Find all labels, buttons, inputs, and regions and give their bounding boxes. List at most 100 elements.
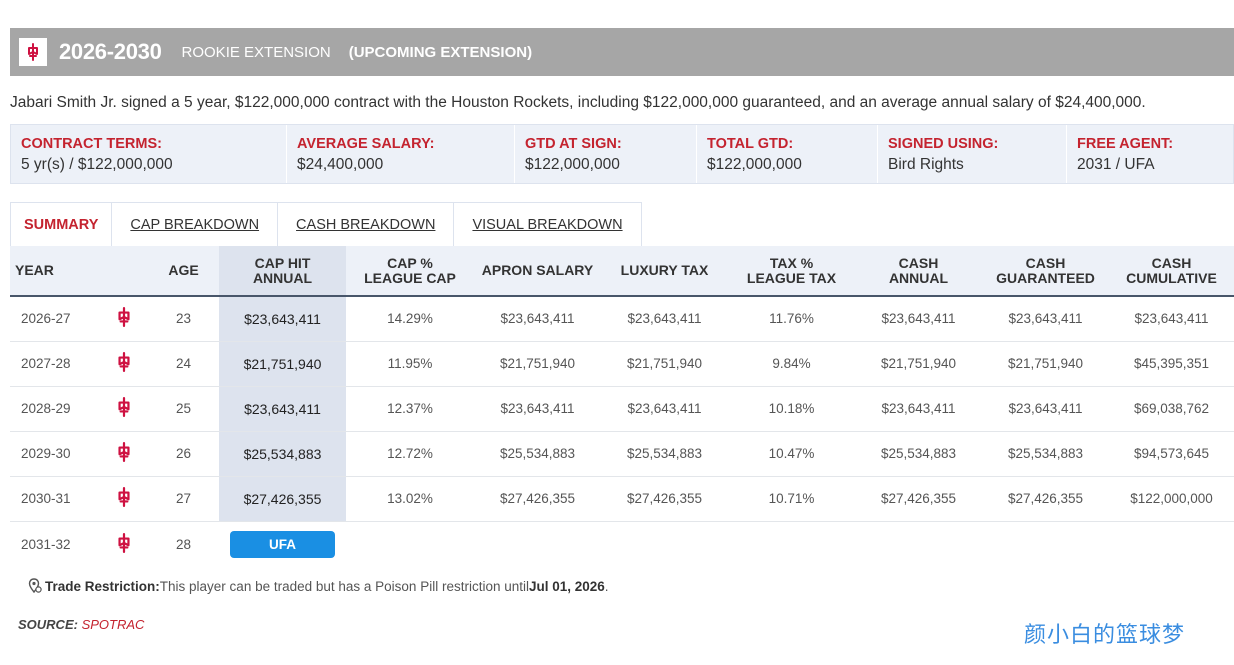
col-header-luxury-tax[interactable]: LUXURY TAX <box>601 246 728 297</box>
cell-cap-pct: 12.72% <box>346 431 474 477</box>
tab-cap-breakdown[interactable]: CAP BREAKDOWN <box>112 203 279 246</box>
cell-tax-pct: 10.71% <box>728 476 855 522</box>
cell-cash-gtd: $27,426,355 <box>982 476 1109 522</box>
cell-cash-annual: $21,751,940 <box>855 341 982 387</box>
cell-cash-cum: $23,643,411 <box>1109 296 1234 342</box>
col-header-line: CASH <box>1025 254 1066 271</box>
cell-age: 27 <box>148 476 219 522</box>
cell-cap-hit: $21,751,940 <box>219 341 346 387</box>
table-row: 2026-27 23 $23,643,411 14.29% $23,643,411 $23… <box>10 296 1234 342</box>
rockets-logo-icon <box>100 521 148 567</box>
location-pin-icon <box>28 578 42 594</box>
cell-apron: $21,751,940 <box>474 341 601 387</box>
source-credit: SOURCE: SPOTRAC <box>18 617 144 632</box>
table-row: 2029-30 26 $25,534,883 12.72% $25,534,883 $25… <box>10 431 1234 477</box>
col-header-cap-hit[interactable]: CAP HIT ANNUAL <box>219 246 346 297</box>
cell-year: 2028-29 <box>10 386 100 432</box>
cell-age: 23 <box>148 296 219 342</box>
cell-cap-hit: $23,643,411 <box>219 386 346 432</box>
table-row: 2028-29 25 $23,643,411 12.37% $23,643,411 $23… <box>10 386 1234 432</box>
contract-note: (UPCOMING EXTENSION) <box>348 43 533 61</box>
term-label: AVERAGE SALARY: <box>297 136 435 152</box>
cell-cap-pct: 12.37% <box>346 386 474 432</box>
cell-cash-gtd: $23,643,411 <box>982 386 1109 432</box>
term-contract-terms: CONTRACT TERMS: 5 yr(s) / $122,000,000 <box>11 125 287 183</box>
contract-type: ROOKIE EXTENSION <box>181 43 331 61</box>
cell-cash-cum: $69,038,762 <box>1109 386 1234 432</box>
tab-visual-breakdown[interactable]: VISUAL BREAKDOWN <box>472 216 623 233</box>
cell-tax-pct: 9.84% <box>728 341 855 387</box>
cell-year: 2029-30 <box>10 431 100 477</box>
rockets-logo-icon <box>100 386 148 432</box>
term-label: CONTRACT TERMS: <box>21 136 162 152</box>
rockets-logo-icon <box>100 431 148 477</box>
cell-year: 2027-28 <box>10 341 100 387</box>
term-signed-using: SIGNED USING: Bird Rights <box>878 125 1067 183</box>
contract-summary: Jabari Smith Jr. signed a 5 year, $122,0… <box>10 94 1146 111</box>
table-header-row: YEAR AGE CAP HIT ANNUAL CAP % LEAGUE CAP A… <box>10 246 1234 297</box>
cell-cash-annual: $23,643,411 <box>855 296 982 342</box>
col-header-line: CAP HIT <box>254 254 311 271</box>
term-total-gtd: TOTAL GTD: $122,000,000 <box>697 125 878 183</box>
col-header-line: LEAGUE CAP <box>364 269 456 286</box>
cell-apron: $27,426,355 <box>474 476 601 522</box>
col-header-line: CASH <box>1151 254 1192 271</box>
cell-age: 25 <box>148 386 219 432</box>
term-value: Bird Rights <box>888 156 964 173</box>
col-header-cash-guaranteed[interactable]: CASH GUARANTEED <box>982 246 1109 297</box>
col-header-line: CUMULATIVE <box>1126 269 1217 286</box>
term-value: 5 yr(s) / $122,000,000 <box>21 156 173 173</box>
term-label: SIGNED USING: <box>888 136 999 152</box>
term-label: FREE AGENT: <box>1077 136 1174 152</box>
contract-header: 2026-2030 ROOKIE EXTENSION (UPCOMING EXT… <box>10 28 1234 76</box>
table-row: 2030-31 27 $27,426,355 13.02% $27,426,355 $27… <box>10 476 1234 522</box>
cell-age: 26 <box>148 431 219 477</box>
tab-summary[interactable]: SUMMARY <box>11 203 113 246</box>
cell-cap-hit: $23,643,411 <box>219 296 346 342</box>
col-header-line: TAX % <box>769 254 814 271</box>
contract-terms: CONTRACT TERMS: 5 yr(s) / $122,000,000 A… <box>10 124 1234 184</box>
col-header-tax-pct[interactable]: TAX % LEAGUE TAX <box>728 246 855 297</box>
cell-lux: $25,534,883 <box>601 431 728 477</box>
cell-cash-cum: $122,000,000 <box>1109 476 1234 522</box>
term-average-salary: AVERAGE SALARY: $24,400,000 <box>287 125 515 183</box>
table-row-free-agent: 2031-32 28 UFA <box>10 521 1234 567</box>
cell-tax-pct: 10.18% <box>728 386 855 432</box>
cell-year: 2026-27 <box>10 296 100 342</box>
term-free-agent: FREE AGENT: 2031 / UFA <box>1067 125 1233 183</box>
col-header-cap-pct[interactable]: CAP % LEAGUE CAP <box>346 246 474 297</box>
col-header-line: CAP % <box>387 254 433 271</box>
cell-cash-annual: $25,534,883 <box>855 431 982 477</box>
cell-cap-pct: 14.29% <box>346 296 474 342</box>
trade-restriction-date: Jul 01, 2026 <box>528 578 605 594</box>
cell-cash-gtd: $25,534,883 <box>982 431 1109 477</box>
table-row: 2027-28 24 $21,751,940 11.95% $21,751,940 $21… <box>10 341 1234 387</box>
cell-ufa: UFA <box>219 521 346 567</box>
source-link[interactable]: SPOTRAC <box>81 617 145 632</box>
ufa-badge: UFA <box>230 530 335 558</box>
col-header-cash-cumulative[interactable]: CASH CUMULATIVE <box>1109 246 1234 297</box>
term-value: 2031 / UFA <box>1077 156 1155 173</box>
rockets-logo-icon <box>100 341 148 387</box>
cell-cap-hit: $27,426,355 <box>219 476 346 522</box>
tab-cash-breakdown[interactable]: CASH BREAKDOWN <box>278 203 455 246</box>
col-header-age[interactable]: AGE <box>148 246 219 297</box>
breakdown-tabs: SUMMARY CAP BREAKDOWN CASH BREAKDOWN VIS… <box>10 202 642 246</box>
cell-lux: $23,643,411 <box>601 296 728 342</box>
col-header-apron[interactable]: APRON SALARY <box>474 246 601 297</box>
col-header-year[interactable]: YEAR <box>10 246 100 297</box>
cell-year: 2031-32 <box>21 536 71 552</box>
col-header-cash-annual[interactable]: CASH ANNUAL <box>855 246 982 297</box>
col-header-line: ANNUAL <box>252 269 313 286</box>
cell-cash-annual: $27,426,355 <box>855 476 982 522</box>
cell-age: 28 <box>175 536 192 552</box>
cell-apron: $23,643,411 <box>474 296 601 342</box>
trade-restriction-label: Trade Restriction: <box>45 578 160 594</box>
col-header-line: GUARANTEED <box>996 269 1095 286</box>
cell-apron: $23,643,411 <box>474 386 601 432</box>
cell-tax-pct: 10.47% <box>728 431 855 477</box>
contract-table: YEAR AGE CAP HIT ANNUAL CAP % LEAGUE CAP A… <box>10 246 1234 567</box>
cell-cash-cum: $45,395,351 <box>1109 341 1234 387</box>
cell-year: 2030-31 <box>10 476 100 522</box>
col-header-line: ANNUAL <box>888 269 949 286</box>
